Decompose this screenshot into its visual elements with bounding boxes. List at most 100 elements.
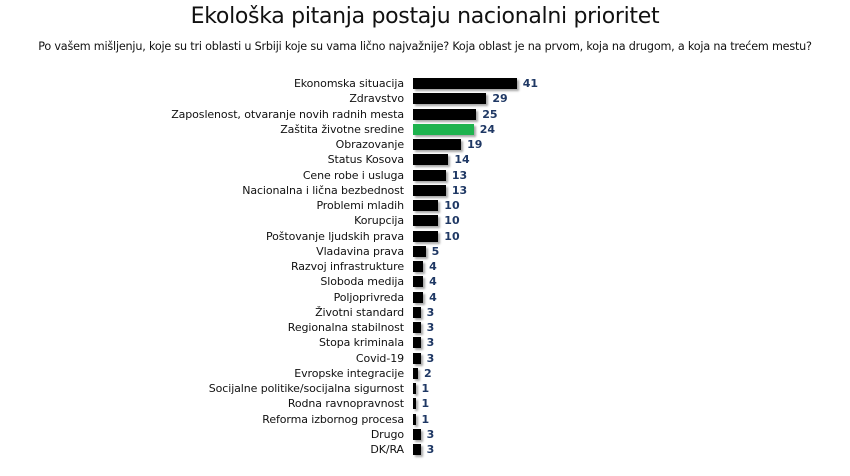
value-label: 3 bbox=[426, 351, 435, 365]
bar bbox=[413, 108, 477, 120]
value-label: 25 bbox=[482, 107, 498, 121]
bar bbox=[413, 276, 424, 288]
value-label: 4 bbox=[429, 260, 437, 273]
bar-row: Zaposlenost, otvaranje novih radnih mest… bbox=[0, 107, 850, 122]
category-label: Razvoj infrastrukture bbox=[290, 260, 404, 273]
bar bbox=[413, 413, 416, 425]
value-label: 3 bbox=[426, 305, 435, 319]
bar-row: Poljoprivreda 4 bbox=[0, 290, 850, 305]
category-label: Status Kosova bbox=[327, 153, 404, 167]
bar-row: Covid-19 3 bbox=[0, 351, 850, 366]
bar-row: Stopa kriminala 3 bbox=[0, 335, 850, 350]
bar bbox=[413, 337, 421, 349]
category-label: Cene robe i usluga bbox=[302, 168, 404, 182]
category-label: Korupcija bbox=[354, 214, 404, 228]
bar-row: Poštovanje ljudskih prava 10 bbox=[0, 229, 850, 244]
category-label: Vladavina prava bbox=[316, 244, 404, 258]
bar-row: Zaštita životne sredine 24 bbox=[0, 122, 850, 137]
bar-row: Sloboda medija 4 bbox=[0, 274, 850, 289]
value-label: 10 bbox=[444, 199, 460, 212]
category-label: Stopa kriminala bbox=[319, 336, 404, 350]
category-label: Zaštita životne sredine bbox=[280, 122, 404, 136]
bar-row: Obrazovanje 19 bbox=[0, 137, 850, 152]
value-label: 3 bbox=[426, 427, 435, 441]
bar bbox=[413, 352, 421, 364]
value-label: 2 bbox=[424, 366, 432, 380]
bar-row: Evropske integracije 2 bbox=[0, 366, 850, 381]
bar-row: DK/RA 3 bbox=[0, 442, 850, 457]
category-label: Ekonomska situacija bbox=[293, 77, 404, 90]
value-label: 14 bbox=[454, 153, 470, 167]
bar bbox=[413, 154, 449, 166]
value-label: 3 bbox=[426, 336, 435, 350]
bar-row: Drugo 3 bbox=[0, 427, 850, 442]
chart-title: Ekološka pitanja postaju nacionalni prio… bbox=[190, 4, 660, 29]
bar-row: Nacionalna i lična bezbednost 13 bbox=[0, 183, 850, 198]
bar bbox=[413, 428, 421, 440]
bar-row: Zdravstvo 29 bbox=[0, 91, 850, 106]
bar-row: Regionalna stabilnost 3 bbox=[0, 320, 850, 335]
bar-row: Vladavina prava 5 bbox=[0, 244, 850, 259]
value-label: 1 bbox=[421, 412, 430, 426]
category-label: Obrazovanje bbox=[335, 138, 404, 151]
bar bbox=[413, 169, 446, 181]
category-label: Zdravstvo bbox=[349, 92, 404, 106]
value-label: 4 bbox=[429, 290, 437, 304]
category-label: DK/RA bbox=[370, 443, 404, 456]
bar-row: Životni standard 3 bbox=[0, 305, 850, 320]
category-label: Regionalna stabilnost bbox=[287, 321, 404, 334]
bar bbox=[413, 291, 424, 303]
category-label: Socijalne politike/socijalna sigurnost bbox=[208, 382, 404, 395]
bar bbox=[413, 215, 439, 227]
bar-row: Korupcija 10 bbox=[0, 213, 850, 228]
category-label: Drugo bbox=[370, 427, 404, 441]
bar-row: Ekonomska situacija 41 bbox=[0, 76, 850, 91]
bar bbox=[413, 322, 421, 333]
category-label: Rodna ravnopravnost bbox=[287, 397, 404, 411]
bar bbox=[413, 230, 439, 242]
bar-row: Socijalne politike/socijalna sigurnost 1 bbox=[0, 381, 850, 396]
chart-subtitle: Po vašem mišljenju, koje su tri oblasti … bbox=[38, 40, 812, 53]
category-label: Covid-19 bbox=[355, 351, 404, 365]
bar bbox=[413, 245, 426, 257]
category-label: Problemi mladih bbox=[316, 199, 404, 212]
bar-row: Cene robe i usluga 13 bbox=[0, 168, 850, 183]
category-label: Nacionalna i lična bezbednost bbox=[242, 183, 404, 197]
category-label: Zaposlenost, otvaranje novih radnih mest… bbox=[171, 107, 404, 121]
bar-row: Status Kosova 14 bbox=[0, 152, 850, 167]
category-label: Evropske integracije bbox=[294, 366, 404, 380]
bar bbox=[413, 93, 487, 105]
bar bbox=[413, 78, 517, 89]
bar-row: Problemi mladih 10 bbox=[0, 198, 850, 213]
bar bbox=[413, 139, 462, 150]
value-label: 1 bbox=[421, 382, 430, 395]
bar bbox=[413, 306, 421, 318]
highlighted-bar bbox=[413, 123, 474, 135]
value-label: 10 bbox=[444, 214, 460, 228]
value-label: 24 bbox=[479, 122, 496, 136]
value-label: 10 bbox=[444, 229, 460, 243]
bar-row: Rodna ravnopravnost 1 bbox=[0, 396, 850, 411]
category-label: Reforma izbornog procesa bbox=[262, 412, 404, 426]
value-label: 13 bbox=[451, 168, 468, 182]
value-label: 19 bbox=[467, 138, 483, 151]
bar bbox=[413, 184, 446, 196]
value-label: 13 bbox=[451, 183, 468, 197]
category-label: Sloboda medija bbox=[320, 275, 404, 289]
bar-row: Razvoj infrastrukture 4 bbox=[0, 259, 850, 274]
value-label: 3 bbox=[426, 443, 435, 456]
value-label: 4 bbox=[429, 275, 437, 289]
value-label: 3 bbox=[426, 321, 435, 334]
bar bbox=[413, 383, 416, 394]
value-label: 1 bbox=[421, 397, 430, 411]
bar bbox=[413, 367, 419, 379]
bar bbox=[413, 261, 424, 272]
category-label: Poljoprivreda bbox=[333, 290, 404, 304]
bar bbox=[413, 398, 416, 410]
bar-row: Reforma izbornog procesa 1 bbox=[0, 412, 850, 427]
bar bbox=[413, 444, 421, 455]
value-label: 29 bbox=[492, 92, 508, 106]
category-label: Poštovanje ljudskih prava bbox=[266, 229, 404, 243]
bar bbox=[413, 200, 439, 211]
